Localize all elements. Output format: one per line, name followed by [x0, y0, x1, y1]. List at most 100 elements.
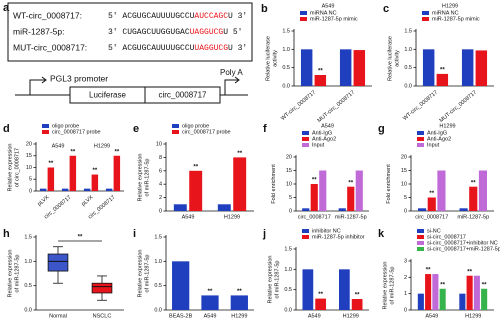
y-tick-label: 20 [286, 154, 292, 160]
y-tick-label: 0.0 [404, 83, 412, 89]
chart-title: A549 [322, 3, 335, 9]
legend-swatch [417, 131, 424, 135]
significance-label: ** [429, 191, 434, 197]
x-tick-label: A549 [182, 214, 195, 220]
y-tick-label: 2 [404, 275, 407, 281]
bar [302, 269, 314, 310]
bar [61, 188, 69, 191]
bar [113, 155, 121, 191]
y-tick-label: 20 [26, 141, 32, 147]
legend-swatch [42, 130, 49, 134]
bar [436, 73, 449, 86]
panel-label: g [378, 123, 385, 135]
significance-label: ** [237, 289, 242, 295]
y-tick-label: 3 [404, 258, 407, 264]
legend-swatch [417, 229, 424, 233]
bar [478, 170, 488, 211]
legend-label: miRNA NC [432, 10, 459, 16]
bar [437, 170, 446, 211]
y-tick-label: 8 [159, 155, 162, 161]
y-tick-label: 1.0 [284, 267, 292, 273]
x-tick-label: circ_0008717 [415, 214, 448, 220]
y-tick-label: 0 [404, 307, 407, 313]
legend-label: inhibitor NC [312, 228, 341, 234]
significance-label: ** [49, 161, 54, 167]
y-tick-label: 5 [29, 177, 32, 183]
legend-swatch [417, 241, 424, 245]
y-tick-label: 15 [26, 153, 32, 159]
y-tick-label: 2 [159, 195, 162, 201]
polya-label: Poly A [220, 68, 243, 77]
panel-label: f [263, 123, 267, 135]
legend-label: Anti-Ago2 [312, 136, 336, 142]
x-tick-label: WT-circ_0008717 [402, 90, 439, 122]
bar [439, 288, 446, 310]
legend-swatch [172, 130, 179, 134]
y-tick-label: 1.0 [282, 47, 290, 53]
construct-label: circ_0008717 [158, 91, 207, 100]
bar [91, 174, 99, 191]
significance-label: ** [355, 293, 360, 299]
panel-label: b [261, 3, 268, 15]
significance-label: ** [193, 164, 198, 170]
y-axis-label: Relative luciferaseactivity [388, 36, 401, 81]
bar [425, 274, 432, 310]
y-axis-label: Relative expressionof miR-1287-5p [8, 250, 21, 298]
significance-label: ** [71, 149, 76, 155]
significance-label: ** [348, 180, 353, 186]
significance-label: ** [78, 235, 83, 241]
y-tick-label: 0 [29, 188, 32, 194]
y-axis-label: Relative expressionof circ_0008717 [8, 144, 21, 192]
y-axis-label-line: of miR-1287-5p [275, 261, 281, 299]
panel-label: c [383, 3, 389, 15]
y-tick-label: 5 [404, 195, 407, 201]
bar [314, 75, 327, 86]
significance-label: ** [312, 178, 317, 184]
y-tick-label: 0 [404, 208, 407, 214]
legend-label: si-circ_0008717+miR-1287-5p inhibitor [427, 246, 500, 252]
panel-label: j [262, 228, 266, 240]
y-axis-label-line: Relative expression [383, 262, 389, 310]
legend-swatch [172, 124, 179, 128]
sequence: 3' CUGAGCUUGGUGACUAGGUCGU 5' [108, 28, 242, 37]
y-tick-label: 1.0 [154, 259, 162, 265]
significance-label: ** [318, 292, 323, 298]
bar [69, 155, 77, 191]
bar [47, 167, 55, 191]
legend-swatch [300, 11, 307, 15]
significance-label: ** [318, 69, 323, 75]
bar [338, 208, 346, 211]
promoter-arrow [29, 76, 47, 95]
x-tick-label: A549 [204, 313, 217, 319]
legend-label: si-NC [427, 228, 441, 234]
y-axis-label: Relative expressionof miR-1287-5p [138, 154, 151, 202]
legend-swatch [422, 17, 429, 21]
y-tick-label: 5 [289, 195, 292, 201]
legend-swatch [302, 131, 309, 135]
bar [217, 204, 231, 211]
group-label: A549 [52, 143, 65, 149]
y-tick-label: 15 [286, 168, 292, 174]
y-axis-label: Relative luciferaseactivity [266, 36, 279, 81]
legend-label: Input [312, 142, 325, 148]
bar [338, 269, 350, 310]
bar [459, 293, 466, 310]
bar [351, 299, 363, 310]
y-tick-label: 0.0 [154, 307, 162, 313]
bar [355, 170, 363, 211]
bar [473, 275, 480, 310]
bar [302, 208, 310, 211]
y-tick-label: 4 [159, 182, 162, 188]
y-axis-label: Fold enrichment [386, 164, 392, 204]
y-axis-label-line: activity [395, 50, 401, 67]
y-axis-label: Relative expressionof miR-1287-5p [268, 256, 281, 304]
bar [310, 184, 318, 211]
legend-swatch [417, 235, 424, 239]
y-tick-label: 15 [401, 168, 407, 174]
x-tick-label: NSCLC [93, 313, 112, 319]
panel-label: h [3, 228, 10, 240]
y-axis-label-line: of miR-1287-5p [390, 267, 396, 305]
y-tick-label: 0.0 [284, 307, 292, 313]
group-label: H1299 [94, 143, 110, 149]
sequence-part: U 3' [228, 12, 247, 21]
